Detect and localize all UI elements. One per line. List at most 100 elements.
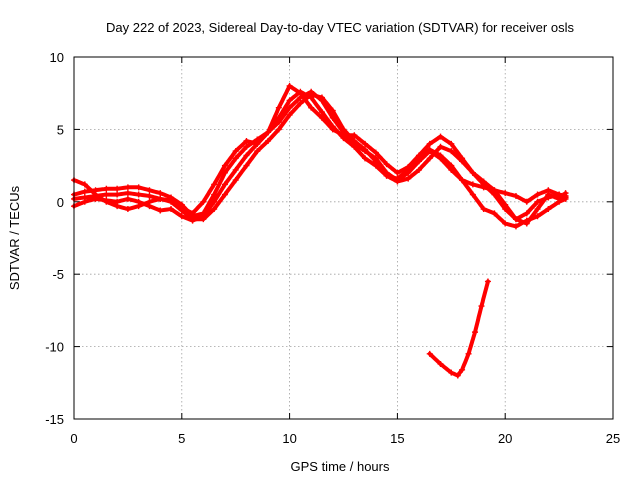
data-point <box>448 162 455 169</box>
data-point <box>469 181 476 188</box>
data-point <box>232 166 239 173</box>
data-point <box>362 155 369 162</box>
data-point <box>405 175 412 182</box>
y-tick-label: 10 <box>50 50 64 65</box>
data-point <box>221 181 228 188</box>
data-point <box>426 350 433 357</box>
data-point <box>523 198 530 205</box>
data-point <box>286 97 293 104</box>
data-point <box>297 100 304 107</box>
data-point <box>534 198 541 205</box>
data-point <box>512 193 519 200</box>
data-point <box>512 223 519 230</box>
data-point <box>491 187 498 194</box>
data-point <box>275 114 282 121</box>
data-point <box>103 198 110 205</box>
data-point <box>124 195 131 202</box>
data-point <box>383 172 390 179</box>
data-point <box>351 137 358 144</box>
data-point <box>254 148 261 155</box>
plot-frame <box>73 56 614 420</box>
data-point <box>81 181 88 188</box>
y-axis-ticks: -15 -10 -5 0 5 10 <box>45 50 613 427</box>
series-track-4 <box>71 82 569 227</box>
data-point <box>437 360 444 367</box>
data-point <box>286 111 293 118</box>
data-point <box>502 190 509 197</box>
data-point <box>265 137 272 144</box>
data-point <box>221 162 228 169</box>
data-point <box>265 129 272 136</box>
data-point <box>243 137 250 144</box>
data-point <box>189 217 196 224</box>
x-tick-label: 15 <box>390 431 404 446</box>
data-point <box>124 206 131 213</box>
data-point <box>318 94 325 101</box>
data-point <box>523 210 530 217</box>
x-tick-label: 0 <box>70 431 77 446</box>
data-point <box>448 148 455 155</box>
data-point <box>448 140 455 147</box>
data-point <box>308 94 315 101</box>
data-point <box>243 162 250 169</box>
y-tick-label: 5 <box>57 122 64 137</box>
data-point <box>168 206 175 213</box>
data-point <box>157 190 164 197</box>
data-point <box>562 195 569 202</box>
data-point <box>426 140 433 147</box>
x-axis-ticks: 0 5 10 15 20 25 <box>70 57 620 446</box>
data-point <box>286 82 293 89</box>
data-point <box>168 197 175 204</box>
data-point <box>200 198 207 205</box>
data-point <box>523 220 530 227</box>
data-point <box>459 155 466 162</box>
series-trace <box>72 84 568 226</box>
data-point <box>103 185 110 192</box>
chart-title: Day 222 of 2023, Sidereal Day-to-day VTE… <box>106 20 574 35</box>
data-point <box>92 191 99 198</box>
data-point <box>275 104 282 111</box>
y-tick-label: -5 <box>52 267 64 282</box>
data-point <box>243 143 250 150</box>
data-point <box>232 177 239 184</box>
x-tick-label: 10 <box>282 431 296 446</box>
data-point <box>189 210 196 217</box>
data-point <box>351 143 358 150</box>
data-point <box>232 155 239 162</box>
data-point <box>103 191 110 198</box>
data-point <box>81 198 88 205</box>
data-point <box>232 148 239 155</box>
data-point <box>459 366 466 373</box>
data-point <box>405 164 412 171</box>
data-point <box>200 213 207 220</box>
data-point <box>534 213 541 220</box>
data-point <box>178 204 185 211</box>
data-point <box>157 195 164 202</box>
series-track-5 <box>426 278 491 379</box>
data-point <box>114 191 121 198</box>
data-point <box>480 206 487 213</box>
data-point <box>534 206 541 213</box>
data-point <box>81 188 88 195</box>
y-tick-label: -15 <box>45 412 64 427</box>
data-point <box>114 185 121 192</box>
data-point <box>465 350 472 357</box>
data-point <box>437 143 444 150</box>
data-point <box>556 195 563 202</box>
series-trace <box>427 279 490 378</box>
data-point <box>480 178 487 185</box>
data-point <box>221 191 228 198</box>
series-trace <box>72 89 568 229</box>
y-tick-label: 0 <box>57 195 64 210</box>
data-point <box>437 152 444 159</box>
data-point <box>211 198 218 205</box>
data-point <box>491 210 498 217</box>
data-point <box>124 184 131 191</box>
data-point <box>329 126 336 133</box>
data-point <box>484 278 491 285</box>
data-point <box>454 372 461 379</box>
data-point <box>340 126 347 133</box>
data-point <box>545 191 552 198</box>
data-point <box>135 191 142 198</box>
y-axis-title: SDTVAR / TECUs <box>7 185 22 290</box>
